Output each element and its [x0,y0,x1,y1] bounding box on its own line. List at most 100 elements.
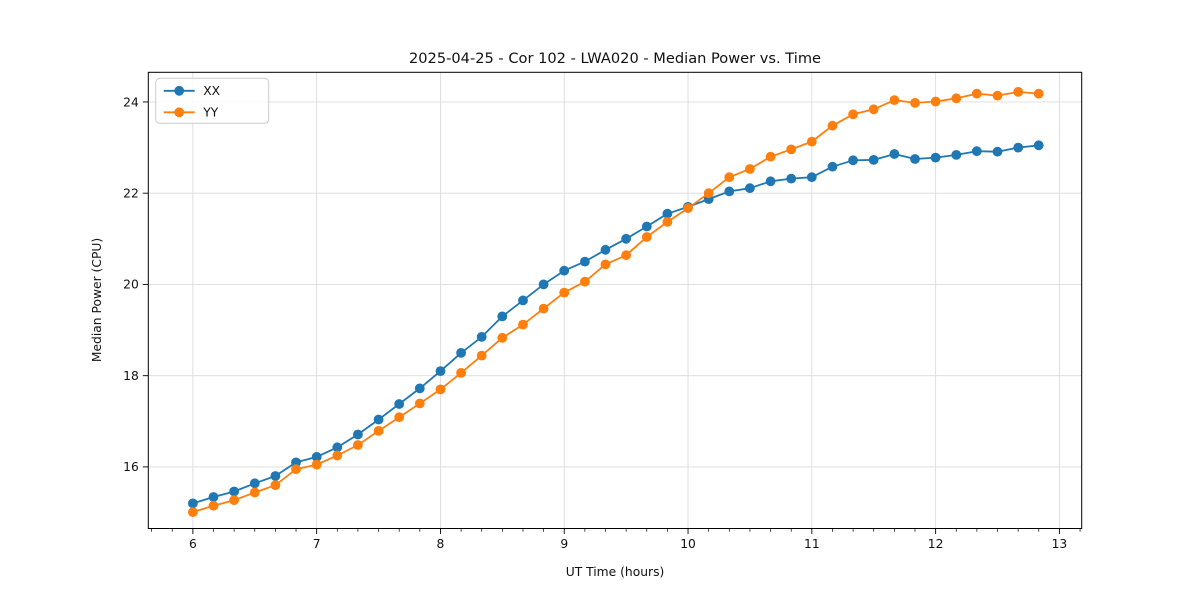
data-point-XX [332,442,343,453]
data-point-YY [249,487,260,498]
data-point-YY [291,464,301,475]
data-point-XX [889,149,900,159]
data-point-YY [435,384,446,395]
data-point-XX [580,256,590,267]
data-point-XX [518,295,528,306]
data-point-XX [208,492,219,502]
legend: XX YY [155,77,270,124]
data-point-YY [992,90,1003,101]
data-point-YY [270,480,281,491]
data-point-YY [580,276,590,287]
x-tick-label: 8 [437,537,445,551]
data-point-YY [600,259,611,270]
grid-lines [148,72,1082,529]
data-point-XX [786,173,797,184]
data-point-YY [703,188,714,199]
data-point-XX [951,150,962,160]
x-tick-label: 11 [804,537,820,551]
x-tick-label: 12 [928,537,944,551]
y-tick-label: 16 [123,460,139,474]
legend-entry-XX: XX [203,84,220,98]
data-point-YY [621,250,631,261]
y-tick-label: 18 [123,369,139,383]
x-tick-label: 10 [680,537,696,551]
data-point-YY [518,319,528,330]
data-point-YY [848,109,858,120]
data-point-XX [641,221,652,232]
data-point-XX [538,279,549,290]
data-point-YY [311,459,322,470]
data-point-YY [683,203,693,214]
x-tick-label: 7 [313,537,321,551]
data-point-YY [497,332,508,343]
data-point-YY [332,450,343,461]
data-point-YY [229,495,240,506]
data-point-YY [1013,87,1024,97]
x-tick-label: 9 [560,537,568,551]
data-point-YY [373,426,384,436]
data-point-YY [930,96,941,107]
data-point-YY [662,217,673,227]
data-point-YY [456,368,466,378]
data-point-XX [992,146,1003,157]
data-point-XX [270,471,281,481]
data-point-XX [600,244,611,255]
data-point-YY [971,88,982,99]
series-XX [188,140,1044,509]
y-tick-label: 22 [123,186,139,200]
data-point-XX [353,429,363,440]
plot-area-border [147,71,1083,530]
data-point-XX [745,183,755,194]
data-point-YY [827,120,838,131]
data-point-XX [456,348,466,358]
data-point-YY [868,104,879,115]
legend-marker [174,107,185,118]
data-point-YY [641,232,652,242]
x-axis-ticks: 6 7 8 9 10 11 12 13 [189,528,1067,551]
data-point-XX [1033,140,1044,151]
data-point-XX [229,486,240,497]
data-point-YY [806,136,817,147]
data-point-XX [559,265,570,276]
legend-marker [174,85,185,96]
data-point-XX [827,161,838,172]
series-YY [188,87,1044,517]
data-point-XX [1013,142,1024,153]
data-point-YY [353,440,363,450]
data-point-XX [930,152,941,163]
series-XX-line [191,144,1040,505]
data-point-XX [868,155,879,165]
data-point-YY [889,95,900,105]
x-tick-label: 6 [189,537,197,551]
legend-entry-YY: YY [202,106,219,120]
data-point-YY [394,412,405,423]
data-point-XX [373,414,384,425]
data-point-YY [786,144,797,155]
data-point-YY [538,303,549,314]
data-point-YY [208,500,219,511]
y-tick-label: 24 [123,95,139,109]
data-point-XX [971,146,982,157]
chart-title: 2025-04-25 - Cor 102 - LWA020 - Median P… [408,50,822,67]
data-point-XX [435,366,446,376]
data-point-YY [414,398,425,409]
y-tick-label: 20 [123,278,139,292]
data-point-YY [765,151,776,162]
data-point-YY [951,93,962,104]
data-point-XX [724,186,735,197]
data-point-XX [476,332,487,342]
data-point-XX [910,154,920,164]
x-axis-minor-ticks [151,528,1081,532]
data-point-YY [188,507,198,517]
data-point-XX [662,208,673,219]
data-point-YY [1033,88,1044,99]
y-axis-ticks: 16 18 20 22 24 [123,95,149,474]
series-YY-line [191,91,1040,513]
data-point-XX [249,478,260,489]
data-point-XX [806,172,817,183]
data-point-YY [559,287,570,298]
data-point-YY [745,164,755,174]
data-point-XX [497,311,508,322]
x-axis-label: UT Time (hours) [565,565,665,579]
